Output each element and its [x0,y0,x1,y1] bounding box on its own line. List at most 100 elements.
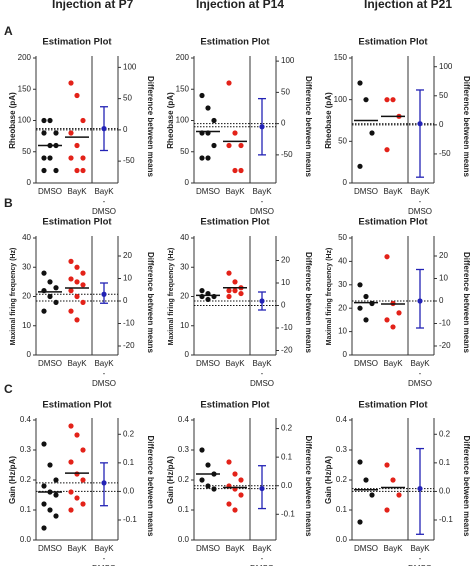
y-tick-label: 50 [338,136,347,145]
data-point [53,513,59,519]
row-label: A [4,24,13,38]
data-point [205,483,211,489]
data-point [53,130,59,136]
y-tick-label: 30 [180,262,189,271]
data-point [226,459,232,465]
y-tick-label: 0.1 [20,505,32,514]
x-tick-label: BayK [225,359,245,368]
data-point [384,254,390,260]
y-tick-label: 20 [338,303,347,312]
y2-tick-label: -0.1 [123,515,137,524]
data-point [357,163,363,169]
x-tick-label: DMSO [38,187,62,196]
data-point [41,117,47,124]
y-tick-label: 0.4 [336,415,348,424]
data-point [53,477,59,483]
x-tick-label: BayK-DMSO [408,359,432,388]
y-tick-label: 0.4 [20,415,32,424]
x-tick-label: BayK [225,187,245,196]
y-axis-label: Rheobase (pA) [324,92,333,149]
y-tick-label: 0.0 [178,535,190,544]
y-tick-label: 40 [338,257,347,266]
y-axis-label: Gain (Hz/pA) [166,456,175,504]
data-point [357,80,363,86]
y2-tick-label: 100 [439,62,453,71]
data-point [363,477,369,483]
data-point [53,167,59,174]
y2-tick-label: 100 [281,56,295,65]
y2-axis-label: Difference between means [146,252,155,353]
y-tick-label: 50 [338,233,347,242]
data-point [226,270,232,276]
x-tick-label: BayK-DMSO [92,187,116,216]
data-point [74,293,80,300]
data-point [47,462,53,468]
y-tick-label: 0.2 [336,475,348,484]
y-tick-label: 0.2 [178,475,190,484]
x-tick-label: DMSO [354,187,378,196]
data-point [232,288,238,294]
y2-tick-label: -0.1 [439,515,453,524]
data-point [238,290,244,297]
chart-title: Estimation Plot [200,400,270,411]
data-point [47,293,53,300]
y2-tick-label: -20 [439,341,451,350]
data-point [74,167,80,174]
chart-title: Estimation Plot [200,37,270,48]
data-point [68,507,74,513]
y-tick-label: 30 [338,280,347,289]
y2-axis-label: Difference between means [304,252,313,353]
data-point [74,317,80,323]
difference-mean [101,126,107,132]
y2-tick-label: 100 [123,62,137,71]
data-point [226,288,232,294]
data-point [80,117,86,124]
x-tick-label: BayK-DMSO [250,187,274,216]
y2-tick-label: -10 [281,323,293,332]
y-tick-label: 150 [18,84,32,93]
difference-mean [417,298,423,304]
data-point [363,293,369,300]
x-tick-label: BayK [225,544,245,553]
column-title: Injection at P7 [52,0,134,11]
y-tick-label: 0.1 [336,505,348,514]
y2-tick-label: 20 [281,256,290,265]
x-tick-label: DMSO [38,359,62,368]
data-point [369,300,375,307]
data-point [41,308,47,314]
data-point [199,155,205,161]
x-tick-label: DMSO [196,359,220,368]
y2-axis-label: Difference between means [462,76,471,177]
y-tick-label: 0.2 [20,475,32,484]
x-tick-label: BayK [383,187,403,196]
data-point [396,310,402,316]
data-point [68,459,74,465]
y-axis-label: Maximal firing frequency (Hz) [168,248,175,346]
difference-mean [417,485,423,492]
y2-tick-label: 0.0 [281,481,293,490]
data-point [41,130,47,136]
data-point [199,288,205,294]
column-title: Injection at P21 [364,0,452,11]
y2-tick-label: 10 [123,274,132,283]
y-tick-label: 40 [180,233,189,242]
y2-tick-label: 0 [123,125,128,134]
y2-tick-label: 0.2 [281,424,293,433]
y-tick-label: 100 [18,116,32,125]
data-point [80,501,86,507]
row-label: C [4,382,13,396]
data-point [238,492,244,498]
y-tick-label: 150 [334,53,348,62]
y-tick-label: 200 [18,53,32,62]
y2-tick-label: 0.0 [439,487,451,496]
data-point [211,486,217,492]
y2-tick-label: -50 [123,156,135,165]
y-tick-label: 20 [22,292,31,301]
data-point [226,80,232,86]
y2-tick-label: 0.1 [123,458,135,467]
y2-tick-label: 20 [123,251,132,260]
data-point [41,483,47,489]
data-point [226,142,232,149]
x-tick-label: BayK [67,187,87,196]
